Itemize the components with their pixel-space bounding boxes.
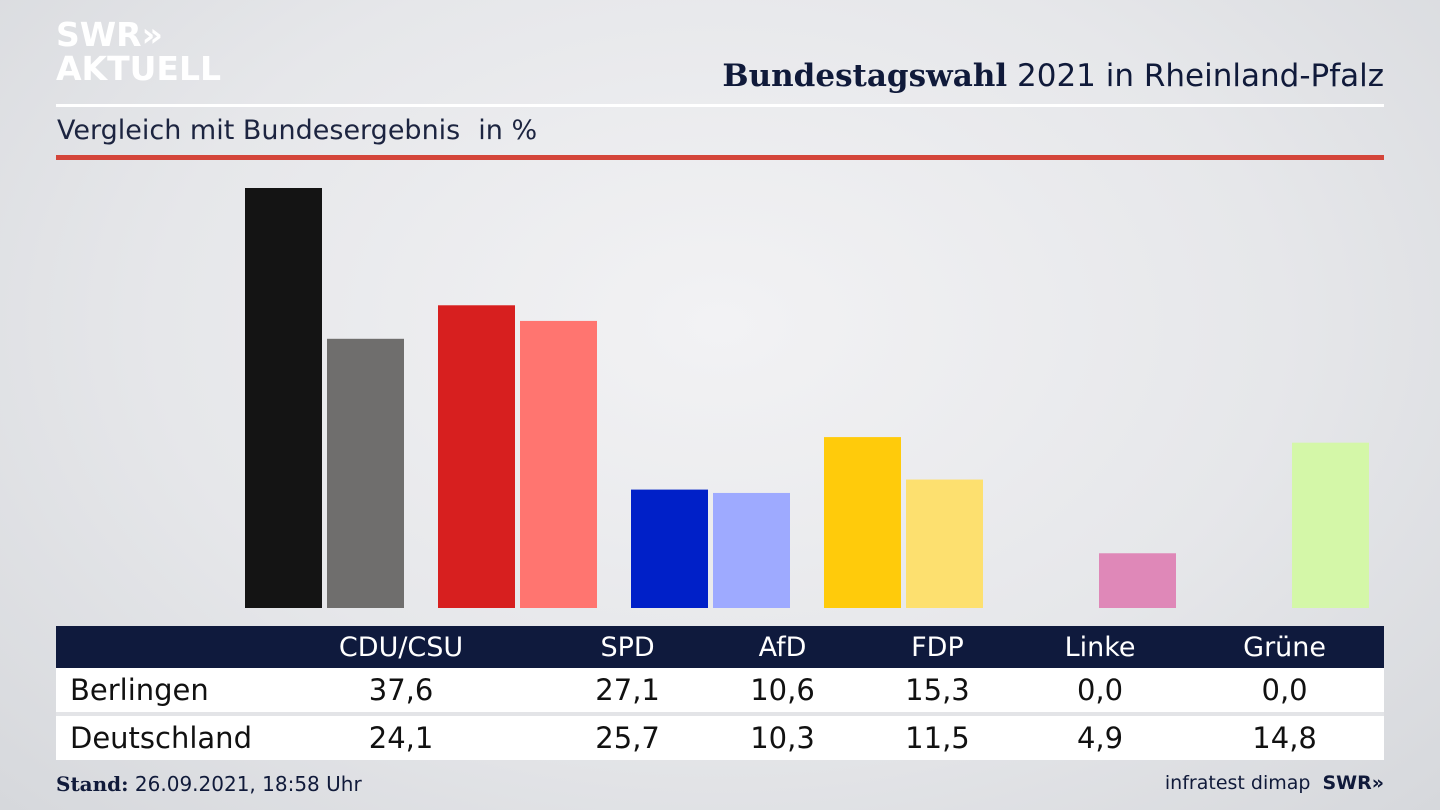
column-header: AfD (705, 626, 860, 668)
table-cell-value: 11,5 (860, 716, 1015, 760)
timestamp: Stand: 26.09.2021, 18:58 Uhr (56, 772, 362, 796)
results-table: CDU/CSU SPD AfD FDP Linke Grüne Berlingen 37,… (56, 626, 1384, 760)
table-row: Deutschland 24,1 25,7 10,3 11,5 4,9 14,8 (56, 716, 1384, 760)
table-cell-value: 10,6 (705, 668, 860, 716)
bar-spd-deutschland (520, 320, 597, 608)
table-header-row: CDU/CSU SPD AfD FDP Linke Grüne (56, 626, 1384, 668)
swr-aktuell-logo: SWR» AKTUELL (56, 18, 221, 86)
table-cell-value: 25,7 (550, 716, 706, 760)
bar-fdp-deutschland (906, 479, 983, 608)
column-header: Grüne (1185, 626, 1384, 668)
logo-line-1: SWR» (56, 15, 163, 54)
table-cell-value: 37,6 (251, 668, 551, 716)
bar-afd-deutschland (713, 492, 790, 608)
table-cell-value: 0,0 (1185, 668, 1384, 716)
table-cell-value: 27,1 (550, 668, 706, 716)
page-title: Bundestagswahl 2021 in Rheinland-Pfalz (722, 58, 1384, 94)
bar-fdp-berlingen (824, 437, 901, 608)
table-cell-value: 24,1 (251, 716, 551, 760)
swr-brand-logo: SWR» (1322, 772, 1384, 794)
bar-gr-ne-deutschland (1292, 442, 1369, 608)
table-cell-value: 10,3 (705, 716, 860, 760)
bar-cdu-csu-berlingen (245, 188, 322, 608)
header-divider (56, 104, 1384, 107)
unit-label: in % (478, 115, 538, 146)
title-bold: Bundestagswahl (722, 58, 1008, 94)
logo-line-2: AKTUELL (56, 49, 222, 88)
stand-label: Stand: (56, 772, 129, 796)
accent-divider (56, 155, 1384, 160)
bar-spd-berlingen (438, 305, 515, 608)
bar-afd-berlingen (631, 489, 708, 608)
subtitle-text: Vergleich mit Bundesergebnis (57, 115, 461, 146)
column-header: FDP (860, 626, 1015, 668)
table-header-corner (56, 626, 252, 668)
bar-linke-deutschland (1099, 553, 1176, 608)
source-label: infratest dimap (1164, 772, 1311, 794)
table-cell-value: 0,0 (1014, 668, 1186, 716)
row-label: Deutschland (56, 716, 252, 760)
stand-value: 26.09.2021, 18:58 Uhr (128, 772, 362, 796)
bar-cdu-csu-deutschland (327, 338, 404, 608)
table-row: Berlingen 37,6 27,1 10,6 15,3 0,0 0,0 (56, 668, 1384, 716)
table-cell-value: 15,3 (860, 668, 1015, 716)
title-rest: 2021 in Rheinland-Pfalz (1007, 58, 1384, 94)
source-credit: infratest dimap SWR» (1165, 772, 1384, 794)
table-cell-value: 14,8 (1185, 716, 1384, 760)
row-label: Berlingen (56, 668, 252, 716)
table-cell-value: 4,9 (1014, 716, 1186, 760)
chart-subtitle: Vergleich mit Bundesergebnis in % (57, 115, 537, 146)
column-header: SPD (550, 626, 706, 668)
column-header: Linke (1014, 626, 1186, 668)
column-header: CDU/CSU (251, 626, 551, 668)
